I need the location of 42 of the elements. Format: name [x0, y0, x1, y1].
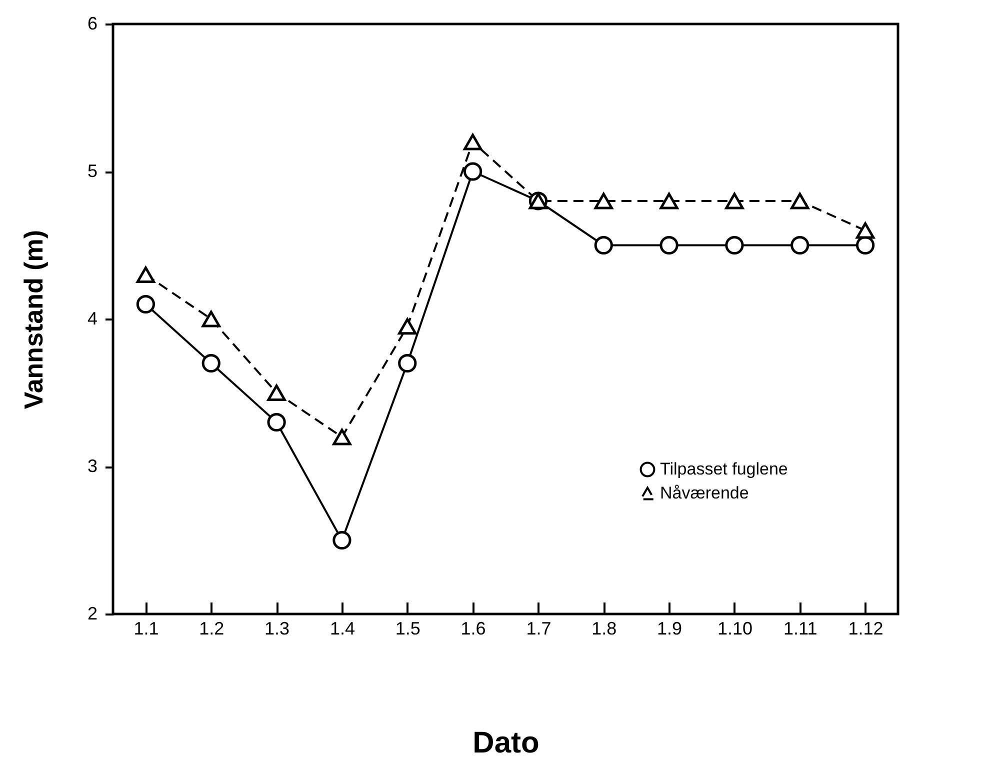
x-axis-title: Dato — [472, 726, 540, 760]
point — [725, 192, 744, 210]
x-tick-label: 1.11 — [784, 618, 818, 638]
point — [202, 354, 220, 373]
y-axis-title: Vannstand (m) — [18, 230, 48, 410]
y-tick-label: 2 — [87, 604, 98, 624]
x-tick-label: 1.4 — [330, 618, 355, 638]
x-tick-label: 1.9 — [657, 618, 682, 638]
point — [332, 428, 352, 446]
point — [790, 236, 810, 255]
x-tick-label: 1.8 — [592, 618, 617, 638]
x-tick-label: 1.1 — [134, 618, 159, 638]
legend-label: Tilpasset fuglene — [660, 460, 788, 478]
point — [463, 134, 482, 150]
point — [660, 192, 678, 210]
y-tick-label: 6 — [87, 14, 98, 34]
point — [398, 318, 417, 335]
x-tick-label: 1.3 — [264, 618, 290, 638]
x-tick-label: 1.5 — [395, 618, 420, 638]
y-tick-label: 3 — [87, 456, 98, 476]
point — [332, 530, 352, 550]
point — [267, 412, 286, 432]
point — [790, 192, 810, 210]
y-tick-label: 4 — [87, 308, 98, 328]
point — [398, 354, 417, 373]
x-tick-label: 1.12 — [848, 618, 884, 638]
point — [660, 236, 678, 255]
x-tick-label: 1.7 — [526, 618, 552, 638]
x-tick-label: 1.6 — [460, 618, 486, 638]
y-tick-label: 5 — [87, 161, 98, 181]
point — [856, 222, 875, 239]
point — [136, 294, 156, 314]
x-tick-label: 1.2 — [199, 618, 224, 638]
point — [594, 192, 613, 210]
x-tick-label: 1.10 — [717, 618, 752, 638]
point — [594, 236, 613, 255]
point — [136, 266, 156, 283]
point — [463, 162, 482, 181]
legend-label: Nåværende — [660, 484, 749, 502]
point — [267, 384, 286, 401]
point — [725, 236, 744, 255]
point — [202, 310, 220, 328]
